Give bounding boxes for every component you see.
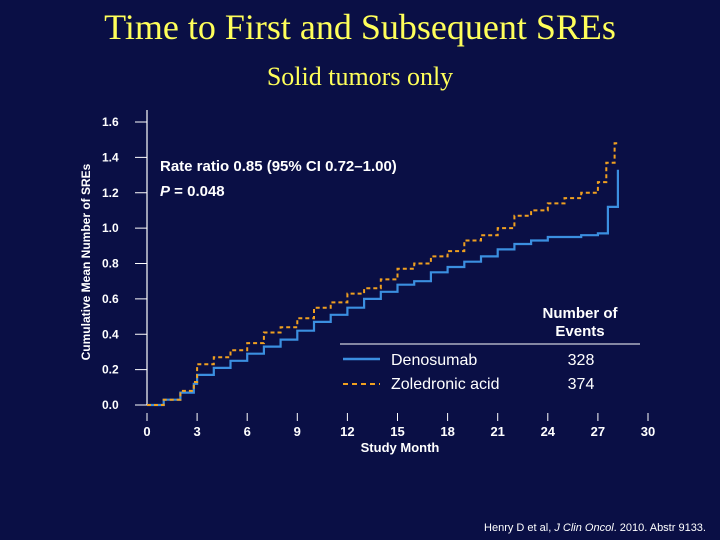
y-tick-label: 1.2 <box>102 186 119 200</box>
y-axis-label: Cumulative Mean Number of SREs <box>79 163 93 360</box>
x-tick-label: 6 <box>244 424 251 439</box>
p-value-text: P = 0.048 <box>160 183 225 200</box>
x-tick-label: 24 <box>541 424 556 439</box>
citation: Henry D et al, J Clin Oncol. 2010. Abstr… <box>484 522 706 534</box>
legend-events-zoledronic: 374 <box>568 376 595 393</box>
x-axis-label: Study Month <box>361 440 440 455</box>
y-tick-label: 0.6 <box>102 292 119 306</box>
legend-label-denosumab: Denosumab <box>391 352 477 369</box>
legend-events-denosumab: 328 <box>568 352 595 369</box>
x-tick-label: 30 <box>641 424 655 439</box>
slide-title: Time to First and Subsequent SREs <box>104 7 616 47</box>
citation-rest: . 2010. Abstr 9133. <box>613 522 706 534</box>
x-tick-label: 0 <box>143 424 150 439</box>
x-tick-label: 12 <box>340 424 354 439</box>
axes-layer: 0.0 0.2 0.4 0.6 0.8 1.0 1.2 1.4 1.6 0 3 6 9 12 15 18 21 2… <box>102 110 655 439</box>
zoledronic-acid-line <box>147 142 620 406</box>
y-tick-label: 0.0 <box>102 398 119 412</box>
y-tick-label: 0.4 <box>102 327 119 341</box>
legend-label-zoledronic: Zoledronic acid <box>391 376 500 393</box>
y-tick-label: 1.6 <box>102 115 119 129</box>
p-value: = 0.048 <box>170 183 225 200</box>
p-symbol: P <box>160 183 171 200</box>
events-header-line2: Events <box>555 323 604 340</box>
x-tick-label: 27 <box>591 424 605 439</box>
x-tick-label: 9 <box>294 424 301 439</box>
x-tick-label: 21 <box>490 424 504 439</box>
x-tick-label: 18 <box>440 424 454 439</box>
y-tick-label: 0.8 <box>102 257 119 271</box>
x-tick-label: 3 <box>193 424 200 439</box>
citation-journal: J Clin Oncol <box>554 522 614 534</box>
events-header-line1: Number of <box>543 305 619 322</box>
series-layer <box>147 142 620 407</box>
y-tick-label: 0.2 <box>102 363 119 377</box>
x-tick-label: 15 <box>390 424 404 439</box>
y-tick-label: 1.0 <box>102 221 119 235</box>
rate-ratio-text: Rate ratio 0.85 (95% CI 0.72–1.00) <box>160 158 397 175</box>
citation-authors: Henry D et al, <box>484 522 555 534</box>
denosumab-line <box>147 169 619 407</box>
slide-subtitle: Solid tumors only <box>266 62 454 91</box>
y-tick-label: 1.4 <box>102 150 119 164</box>
